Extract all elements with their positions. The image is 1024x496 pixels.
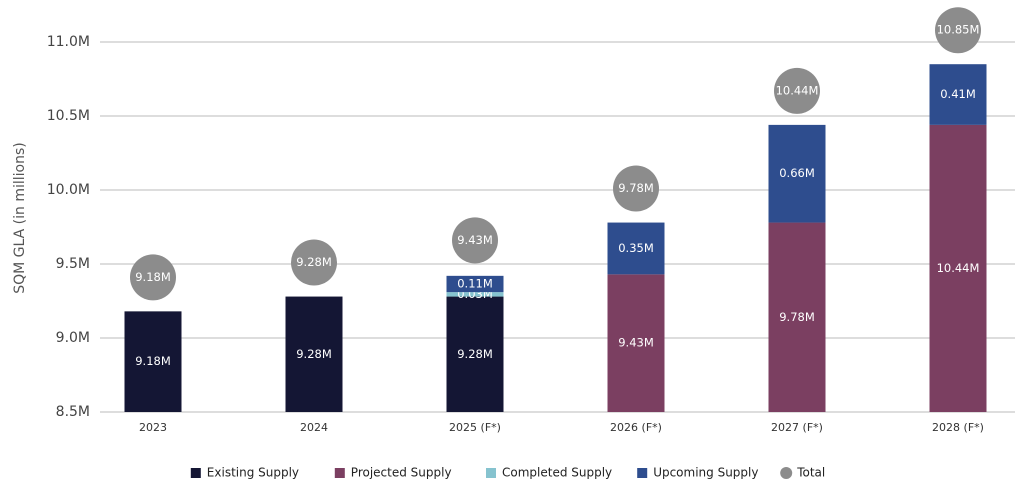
x-tick-label: 2024 <box>300 421 328 434</box>
total-label: 10.85M <box>937 23 980 37</box>
total-marker <box>613 165 659 212</box>
bar-segment <box>607 222 665 275</box>
bar-segment <box>446 292 504 297</box>
bar-segment <box>607 274 665 412</box>
bar-segment <box>446 296 504 412</box>
legend-swatch <box>637 468 648 478</box>
x-tick-label: 2026 (F*) <box>610 421 662 434</box>
value-label: 9.78M <box>779 310 815 324</box>
total-marker <box>452 217 498 264</box>
value-label: 9.28M <box>296 347 332 361</box>
legend-swatch <box>486 468 496 478</box>
bar-segment <box>929 64 987 125</box>
total-marker <box>935 7 981 54</box>
value-label: 0.11M <box>457 276 493 290</box>
value-label: 0.66M <box>779 166 815 180</box>
bar-segment <box>124 311 182 412</box>
total-marker <box>130 254 176 301</box>
value-label: 9.18M <box>135 354 171 368</box>
value-label: 0.41M <box>940 87 976 101</box>
legend-label: Existing Supply <box>207 466 299 480</box>
legend-label: Upcoming Supply <box>653 466 758 480</box>
bar-segment <box>446 275 504 293</box>
total-label: 9.78M <box>618 181 654 195</box>
bar-segment <box>768 222 826 412</box>
y-tick-label: 9.5M <box>56 256 90 272</box>
total-label: 10.44M <box>776 83 819 97</box>
legend-swatch <box>334 468 345 478</box>
bar-segment <box>768 124 826 223</box>
y-tick-label: 9.0M <box>56 330 90 346</box>
x-tick-label: 2028 (F*) <box>932 421 984 434</box>
legend-label: Completed Supply <box>502 466 612 480</box>
y-axis-label: SQM GLA (in millions) <box>12 142 28 294</box>
value-label: 10.44M <box>937 261 980 275</box>
bar-segment <box>929 124 987 412</box>
y-tick-label: 10.0M <box>47 182 90 198</box>
bar-segment <box>285 296 343 412</box>
legend-label: Projected Supply <box>351 466 452 480</box>
x-tick-label: 2027 (F*) <box>771 421 823 434</box>
total-label: 9.18M <box>135 270 171 284</box>
total-marker <box>774 67 820 114</box>
y-tick-label: 8.5M <box>56 404 90 420</box>
total-marker <box>291 239 337 286</box>
legend-swatch <box>780 467 793 479</box>
legend-swatch <box>190 468 201 478</box>
y-tick-label: 11.0M <box>47 34 90 50</box>
y-tick-label: 10.5M <box>47 108 90 124</box>
x-tick-label: 2025 (F*) <box>449 421 501 434</box>
legend-label: Total <box>796 466 825 480</box>
total-label: 9.43M <box>457 233 493 247</box>
total-label: 9.28M <box>296 255 332 269</box>
value-label: 9.43M <box>618 336 654 350</box>
value-label: 9.28M <box>457 347 493 361</box>
value-label: 0.35M <box>618 241 654 255</box>
x-tick-label: 2023 <box>139 421 167 434</box>
